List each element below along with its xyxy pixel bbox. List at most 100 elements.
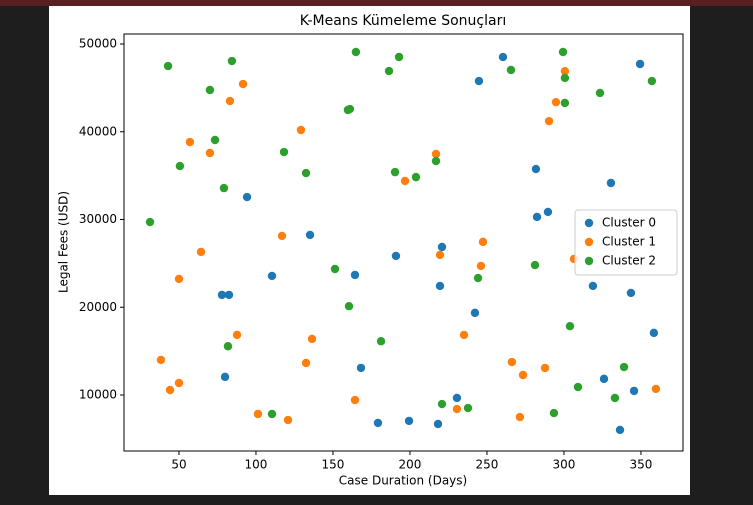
point (558, 47, 568, 57)
point (224, 290, 234, 300)
point (452, 393, 462, 403)
point (615, 425, 625, 435)
y-tick-label: 50000 (79, 37, 117, 51)
point (400, 176, 410, 186)
point (531, 164, 541, 174)
point (350, 270, 360, 280)
point (478, 237, 488, 247)
point (219, 183, 229, 193)
point (223, 342, 233, 351)
point (560, 73, 570, 83)
point (629, 386, 639, 396)
legend-label: Cluster 1 (602, 235, 656, 249)
point (384, 66, 394, 76)
point (560, 98, 570, 108)
y-tick-label: 10000 (79, 388, 117, 402)
point (560, 67, 570, 76)
point (345, 104, 355, 114)
point (610, 393, 620, 403)
legend-box (574, 209, 678, 276)
point (373, 418, 383, 428)
point (205, 85, 215, 95)
point (156, 355, 166, 365)
point (518, 370, 528, 380)
point (507, 357, 517, 367)
point (227, 56, 237, 66)
point (463, 403, 473, 413)
point (551, 97, 561, 107)
point (163, 61, 173, 71)
point (390, 167, 400, 177)
point (196, 247, 206, 257)
point (437, 242, 447, 252)
point (205, 148, 215, 158)
point (279, 147, 289, 157)
point (356, 363, 366, 373)
legend-marker (584, 218, 594, 228)
point (301, 358, 311, 368)
legend-label: Cluster 2 (602, 254, 656, 268)
x-tick-label: 100 (245, 458, 268, 472)
point (301, 168, 311, 178)
point (185, 137, 195, 147)
point (351, 47, 361, 57)
point (549, 408, 559, 418)
point (452, 404, 462, 414)
point (174, 378, 184, 388)
point (435, 281, 445, 291)
x-tick-label: 200 (399, 458, 422, 472)
point (376, 337, 386, 346)
point (543, 207, 553, 217)
point (647, 76, 657, 86)
point (474, 76, 484, 86)
point (174, 274, 184, 284)
x-tick-label: 150 (322, 458, 345, 472)
point (350, 395, 360, 405)
legend-marker (584, 256, 594, 266)
y-tick-label: 20000 (79, 300, 117, 314)
legend-label: Cluster 0 (602, 216, 656, 230)
point (515, 412, 525, 422)
point (544, 116, 554, 126)
point (498, 52, 508, 62)
point (431, 149, 441, 159)
y-axis-label: Legal Fees (USD) (57, 191, 71, 293)
point (283, 415, 293, 425)
point (242, 192, 252, 202)
point (394, 52, 404, 62)
plot-frame (123, 33, 684, 452)
x-tick-label: 50 (171, 458, 186, 472)
point (532, 212, 542, 222)
point (459, 330, 469, 340)
x-tick-label: 300 (553, 458, 576, 472)
y-tick-label: 30000 (79, 212, 117, 226)
point (473, 273, 483, 283)
point (506, 65, 516, 75)
point (404, 416, 414, 426)
point (540, 363, 550, 373)
point (344, 302, 354, 311)
point (330, 264, 340, 274)
x-axis-label: Case Duration (Days) (339, 474, 467, 488)
point (651, 384, 661, 394)
point (232, 330, 242, 340)
point (305, 230, 315, 240)
point (530, 260, 540, 270)
point (470, 308, 480, 318)
point (435, 250, 445, 260)
point (391, 251, 401, 261)
point (588, 281, 598, 291)
point (619, 362, 629, 372)
point (565, 322, 575, 331)
point (296, 125, 306, 135)
point (431, 156, 441, 166)
point (476, 261, 486, 271)
point (267, 409, 277, 419)
point (433, 419, 443, 429)
point (165, 385, 175, 395)
point (626, 288, 636, 298)
legend-marker (584, 237, 594, 247)
point (220, 372, 230, 382)
